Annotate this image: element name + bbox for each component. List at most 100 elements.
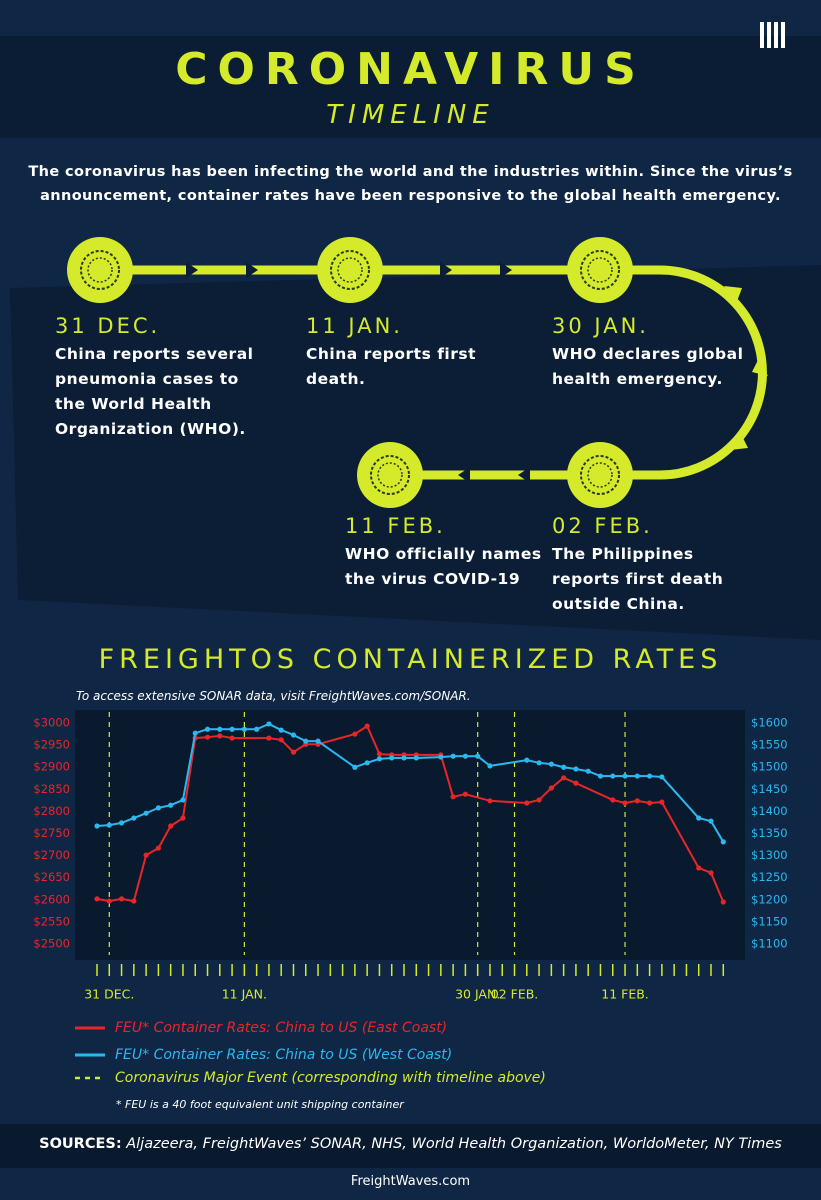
timeline-arrows (186, 262, 530, 483)
data-point (647, 773, 653, 779)
data-point (217, 733, 223, 739)
virus-circle (67, 237, 133, 303)
data-point (708, 870, 714, 876)
line-segment (575, 782, 614, 801)
title: CORONAVIRUS (175, 44, 646, 95)
data-point (118, 896, 125, 902)
virus-icons (67, 237, 633, 508)
data-point (622, 800, 628, 806)
subtitle: TIMELINE (326, 100, 495, 130)
y-tick-label: $3000 (33, 716, 70, 730)
data-point (290, 732, 297, 738)
data-point (376, 751, 383, 757)
chart-panel (75, 710, 745, 960)
data-point (659, 774, 665, 780)
legend-label: FEU* Container Rates: China to US (East … (115, 1020, 447, 1036)
virus-body (580, 250, 620, 290)
event-text: China reports first death. (306, 345, 477, 388)
event-date: 11 JAN. (306, 314, 403, 338)
x-tick-label: 11 FEB. (601, 987, 649, 1002)
data-point (622, 773, 628, 779)
data-point (143, 852, 149, 858)
chart: $2500 $2550 $2600 $2650 $2700 $2750 $2800 $2850… (33, 712, 788, 1086)
y-tick-label: $2700 (33, 848, 70, 862)
event-text: WHO officially names the virus COVID-19 (345, 545, 542, 588)
data-point (708, 818, 714, 824)
y2-tick-label: $1150 (751, 914, 788, 928)
data-point (315, 738, 321, 744)
data-point (303, 738, 309, 744)
data-point (278, 737, 284, 743)
virus-core (377, 462, 403, 488)
sources-band (0, 1124, 821, 1168)
data-point (524, 757, 530, 763)
data-point (475, 753, 481, 759)
line-segment (465, 793, 491, 802)
data-point (462, 753, 468, 759)
y-tick-label: $2600 (33, 892, 70, 906)
data-point (634, 798, 640, 804)
arrow-head (752, 360, 768, 376)
virus-circle (357, 442, 423, 508)
data-point (352, 764, 358, 770)
line-segment (416, 756, 441, 759)
arrow-head (724, 286, 742, 304)
timeline-panel (10, 265, 821, 640)
data-point (155, 845, 161, 851)
data-point (180, 797, 186, 803)
line-segment (477, 755, 491, 767)
data-point (278, 727, 284, 733)
data-point (241, 726, 247, 732)
data-point (254, 726, 260, 732)
data-point (597, 773, 604, 779)
y-tick-label: $2950 (33, 738, 70, 752)
data-point (192, 730, 198, 736)
chart-subtitle: To access extensive SONAR data, visit Fr… (76, 689, 471, 703)
line-segment (317, 740, 356, 769)
virus-core (587, 462, 613, 488)
event-date: 02 FEB. (552, 514, 653, 538)
header-band (0, 36, 821, 138)
y2-tick-label: $1500 (751, 760, 788, 774)
line-segment (710, 820, 725, 843)
line-segment (366, 725, 381, 755)
footnote: * FEU is a 40 foot equivalent unit shipp… (116, 1098, 404, 1111)
data-point (696, 865, 702, 871)
data-point (462, 791, 468, 797)
data-point (364, 760, 370, 766)
event-date: 31 DEC. (55, 314, 161, 338)
intro: The coronavirus has been infecting the w… (28, 164, 793, 204)
data-point (204, 734, 211, 740)
data-point (548, 785, 554, 791)
data-point (720, 839, 726, 845)
y2-tick-label: $1450 (751, 782, 788, 796)
arrow-head (730, 436, 748, 450)
event-date: 30 JAN. (552, 314, 649, 338)
data-point (536, 797, 542, 803)
data-point (131, 815, 137, 821)
data-point (168, 823, 174, 829)
y2-tick-label: $1200 (751, 892, 788, 906)
data-point (561, 775, 567, 781)
data-point (180, 815, 186, 821)
data-point (610, 797, 616, 803)
data-point (376, 756, 383, 762)
data-point (106, 898, 112, 904)
y-tick-label: $2800 (33, 804, 70, 818)
line-segment (661, 776, 700, 819)
legend-label: Coronavirus Major Event (corresponding w… (115, 1070, 546, 1086)
logo (760, 22, 785, 48)
line-segment (181, 737, 197, 819)
line-segment (489, 799, 527, 805)
event-text: The Philippines reports first death outs… (552, 545, 724, 613)
sources: SOURCES: Aljazeera, FreightWaves’ SONAR,… (0, 1136, 821, 1152)
x-tick-label: 11 JAN. (222, 987, 267, 1002)
line-segment (317, 733, 356, 746)
data-point (364, 723, 370, 729)
data-point (524, 800, 530, 806)
legend-label: FEU* Container Rates: China to US (West … (115, 1047, 452, 1063)
virus-circle (567, 442, 633, 508)
data-point (561, 764, 567, 770)
data-point (106, 822, 112, 828)
data-point (266, 735, 272, 741)
